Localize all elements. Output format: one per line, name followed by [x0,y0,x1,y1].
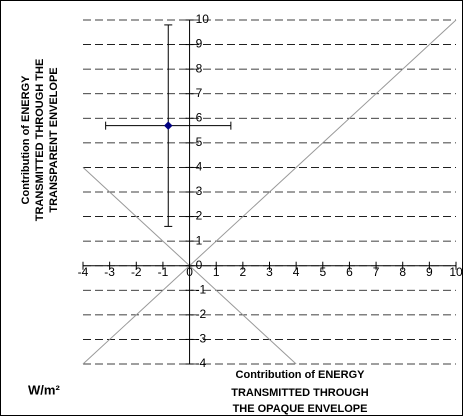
x-tick-label: 10 [449,265,463,279]
y-tick-label: -1 [196,282,207,296]
y-tick-label: -2 [196,307,207,321]
y-tick-label: 10 [196,12,210,26]
x-tick-label: 1 [213,265,220,279]
y-axis-title: Contribution of ENERGY TRANSMITTED THROU… [20,59,60,222]
reference-diagonal [82,19,457,365]
x-tick-label: 4 [293,265,300,279]
y-title-line: TRANSPARENT ENVELOPE [48,67,60,212]
x-tick-label: 5 [319,265,326,279]
x-tick-label: -4 [78,265,89,279]
y-title-line: TRANSMITTED THROUGH THE [34,59,46,222]
x-tick-label: 7 [373,265,380,279]
y-tick-label: 3 [196,184,203,198]
y-tick-label: 2 [196,209,203,223]
x-title-line: TRANSMITTED THROUGH [231,387,369,399]
y-tick-label: -4 [196,356,207,370]
x-title-line: Contribution of ENERGY [236,369,366,381]
unit-label: W/m² [28,382,60,397]
x-tick-label: 2 [240,265,247,279]
y-tick-label: 7 [196,86,203,100]
y-tick-label: 6 [196,110,203,124]
y-tick-label: -3 [196,332,207,346]
y-tick-label: 1 [196,233,203,247]
y-title-line: Contribution of ENERGY [20,75,32,205]
y-tick-label: 8 [196,61,203,75]
x-tick-label: -1 [158,265,169,279]
x-tick-label: 8 [399,265,406,279]
x-tick-label: 9 [426,265,433,279]
y-tick-label: 4 [196,160,203,174]
x-tick-label: 0 [186,265,193,279]
y-tick-label: 5 [196,135,203,149]
x-title-line: THE OPAQUE ENVELOPE [233,403,368,415]
x-tick-label: -2 [131,265,142,279]
x-tick-label: 6 [346,265,353,279]
x-tick-label: 3 [266,265,273,279]
y-tick-label: 9 [196,37,203,51]
x-tick-label: -3 [104,265,115,279]
y-tick-label: 0 [196,258,203,272]
